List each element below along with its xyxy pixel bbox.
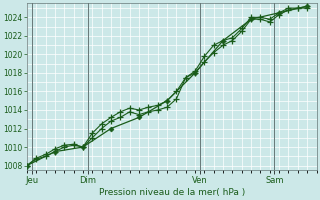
X-axis label: Pression niveau de la mer( hPa ): Pression niveau de la mer( hPa ) bbox=[99, 188, 245, 197]
